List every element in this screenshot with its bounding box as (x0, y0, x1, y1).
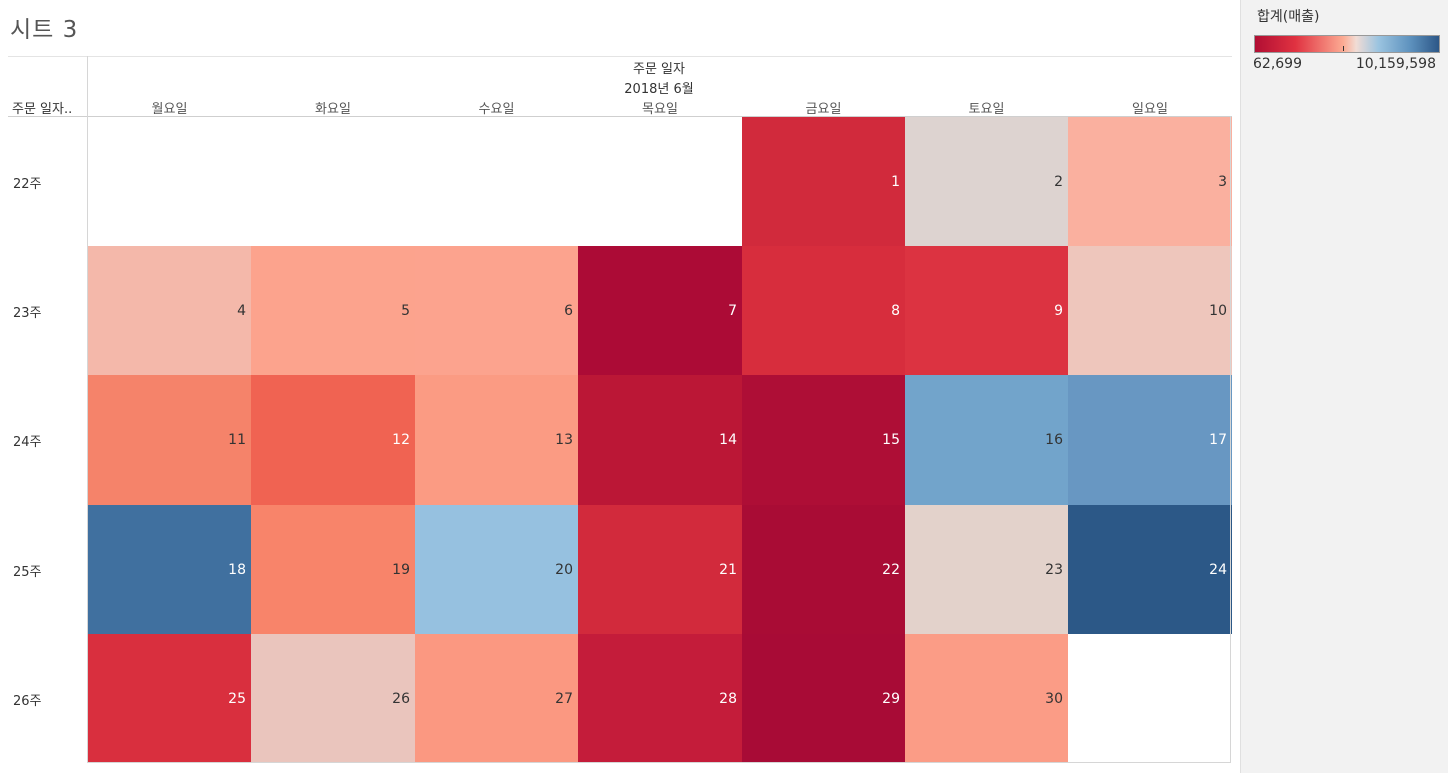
day-number-label: 20 (555, 561, 573, 578)
legend-max-label: 10,159,598 (1355, 56, 1436, 72)
day-number-label: 9 (1054, 302, 1063, 319)
week-label[interactable]: 22주 (13, 176, 42, 192)
weekday-label[interactable]: 수요일 (478, 102, 515, 117)
legend-min-label: 62,699 (1253, 56, 1302, 72)
heatmap-cell[interactable]: 17 (1068, 375, 1232, 505)
heatmap-cell[interactable]: 18 (88, 505, 251, 634)
heatmap-cell[interactable]: 30 (905, 634, 1068, 763)
day-number-label: 1 (891, 173, 900, 190)
heatmap-cell[interactable]: 3 (1068, 117, 1232, 246)
heatmap-cell[interactable]: 13 (415, 375, 578, 505)
day-number-label: 23 (1045, 561, 1063, 578)
right-border (1230, 116, 1231, 763)
heatmap-cell[interactable]: 4 (88, 246, 251, 375)
heatmap-cell[interactable]: 10 (1068, 246, 1232, 375)
weekday-label[interactable]: 목요일 (642, 102, 678, 117)
heatmap-cell[interactable]: 28 (578, 634, 742, 763)
weekday-label[interactable]: 일요일 (1132, 102, 1168, 117)
day-number-label: 8 (891, 302, 900, 319)
day-number-label: 7 (728, 302, 737, 319)
day-number-label: 4 (237, 302, 246, 319)
column-field-label[interactable]: 주문 일자 (633, 62, 685, 77)
column-month-label[interactable]: 2018년 6월 (624, 82, 694, 97)
calendar-heatmap: 주문 일자 2018년 6월 주문 일자.. 월요일 화요일 수요일 목요일 금요일 토요… (8, 56, 1232, 763)
heatmap-cell[interactable]: 9 (905, 246, 1068, 375)
day-number-label: 29 (882, 690, 900, 707)
row-header-divider (87, 56, 88, 763)
heatmap-cell[interactable]: 15 (742, 375, 905, 505)
legend-color-ramp[interactable] (1254, 35, 1440, 53)
day-number-label: 10 (1209, 302, 1227, 319)
day-number-label: 13 (555, 432, 573, 448)
heatmap-cell[interactable]: 6 (415, 246, 578, 375)
week-label[interactable]: 26주 (13, 693, 42, 709)
heatmap-cell[interactable]: 14 (578, 375, 742, 505)
weekday-label[interactable]: 월요일 (151, 102, 188, 117)
heatmap-cell[interactable]: 1 (742, 117, 905, 246)
day-number-label: 30 (1045, 690, 1063, 707)
day-number-label: 19 (392, 561, 410, 578)
heatmap-cell[interactable]: 11 (88, 375, 251, 505)
heatmap-cell[interactable]: 29 (742, 634, 905, 763)
day-number-label: 18 (228, 561, 246, 578)
day-number-label: 2 (1054, 173, 1063, 190)
heatmap-cell[interactable]: 16 (905, 375, 1068, 505)
day-number-label: 3 (1218, 173, 1227, 190)
day-number-label: 17 (1209, 432, 1227, 448)
heatmap-cell[interactable]: 12 (251, 375, 415, 505)
heatmap-cell[interactable]: 23 (905, 505, 1068, 634)
heatmap-cell[interactable]: 19 (251, 505, 415, 634)
heatmap-cell[interactable]: 20 (415, 505, 578, 634)
week-label[interactable]: 24주 (13, 434, 42, 450)
heatmap-cell[interactable]: 8 (742, 246, 905, 375)
day-number-label: 27 (555, 690, 573, 707)
day-number-label: 24 (1209, 561, 1227, 578)
day-number-label: 25 (228, 690, 246, 707)
day-number-label: 6 (564, 302, 573, 319)
weekday-label[interactable]: 금요일 (805, 102, 842, 117)
weekday-label[interactable]: 화요일 (315, 102, 351, 117)
day-number-label: 14 (719, 432, 737, 448)
day-number-label: 12 (392, 432, 410, 448)
heatmap-cell[interactable]: 2 (905, 117, 1068, 246)
day-number-label: 26 (392, 690, 410, 707)
day-number-label: 22 (882, 561, 900, 578)
day-number-label: 15 (882, 432, 900, 448)
header-divider (8, 116, 1232, 117)
day-number-label: 21 (719, 561, 737, 578)
day-number-label: 11 (228, 432, 246, 448)
week-label[interactable]: 23주 (13, 305, 42, 321)
heatmap-cell[interactable]: 22 (742, 505, 905, 634)
heatmap-cell[interactable]: 27 (415, 634, 578, 763)
heatmap-cell[interactable]: 25 (88, 634, 251, 763)
sheet-title: 시트 3 (10, 17, 79, 43)
day-number-label: 5 (401, 302, 410, 319)
header-top-divider (8, 56, 1232, 57)
row-field-label[interactable]: 주문 일자.. (12, 102, 73, 117)
heatmap-cell[interactable]: 26 (251, 634, 415, 763)
day-number-label: 28 (719, 690, 737, 707)
heatmap-cell[interactable]: 7 (578, 246, 742, 375)
legend-center-tick (1343, 46, 1344, 51)
heatmap-cell[interactable]: 5 (251, 246, 415, 375)
color-legend-panel: 합계(매출) (1240, 0, 1448, 773)
weekday-label[interactable]: 토요일 (968, 102, 1005, 117)
day-number-label: 16 (1045, 432, 1063, 448)
heatmap-cell[interactable]: 21 (578, 505, 742, 634)
bottom-border (87, 762, 1231, 763)
legend-title[interactable]: 합계(매출) (1257, 9, 1320, 25)
heatmap-cell[interactable]: 24 (1068, 505, 1232, 634)
week-label[interactable]: 25주 (13, 564, 42, 580)
